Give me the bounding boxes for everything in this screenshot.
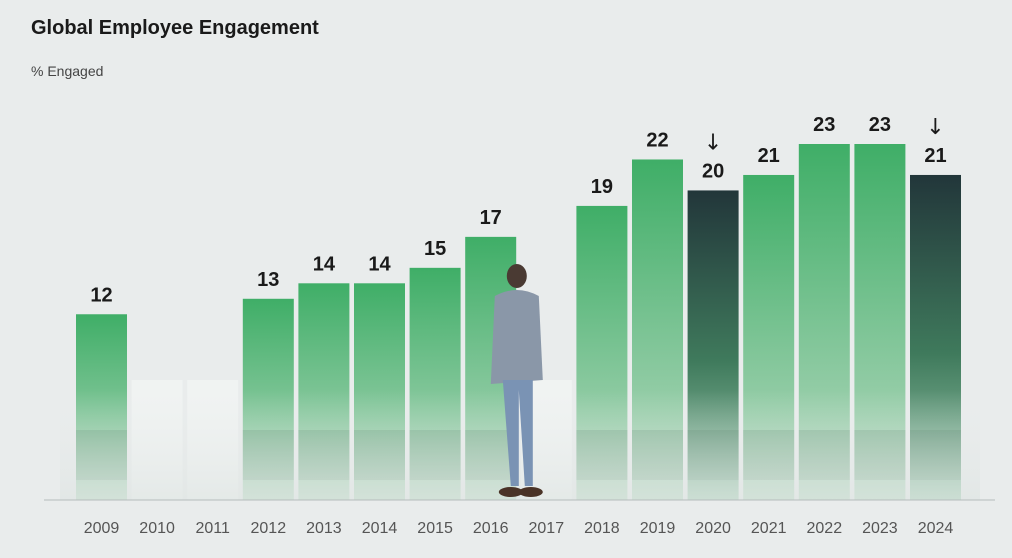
x-tick-label: 2024 (918, 520, 954, 537)
x-tick-label: 2010 (139, 520, 175, 537)
data-label: 21 (924, 145, 946, 167)
x-tick-label: 2022 (807, 520, 843, 537)
x-tick-label: 2012 (251, 520, 287, 537)
x-tick-label: 2021 (751, 520, 787, 537)
x-tick-label: 2017 (529, 520, 565, 537)
decline-arrow-icon: ↓ (926, 115, 944, 140)
x-tick-label: 2019 (640, 520, 676, 537)
data-label: 12 (90, 284, 112, 306)
data-label: 20 (702, 160, 724, 182)
chart-subtitle: % Engaged (31, 63, 104, 79)
data-label: 17 (480, 207, 502, 229)
decline-arrow-icon: ↓ (704, 130, 722, 155)
data-label: 23 (869, 114, 891, 136)
x-tick-label: 2011 (195, 520, 230, 537)
data-label: 22 (646, 129, 668, 151)
walking-person-illustration (490, 264, 543, 497)
x-tick-label: 2013 (306, 520, 342, 537)
x-tick-label: 2016 (473, 520, 509, 537)
data-label: 14 (313, 253, 336, 275)
data-label: 13 (257, 269, 279, 291)
x-tick-label: 2009 (84, 520, 120, 537)
data-label: 15 (424, 238, 446, 260)
x-tick-label: 2018 (584, 520, 620, 537)
data-label: 14 (368, 253, 391, 275)
x-tick-label: 2020 (695, 520, 731, 537)
chart-title: Global Employee Engagement (31, 17, 319, 39)
x-tick-label: 2015 (417, 520, 453, 537)
x-tick-label: 2014 (362, 520, 398, 537)
data-label: 23 (813, 114, 835, 136)
x-tick-label: 2023 (862, 520, 898, 537)
data-label: 19 (591, 176, 613, 198)
data-label: 21 (758, 145, 780, 167)
